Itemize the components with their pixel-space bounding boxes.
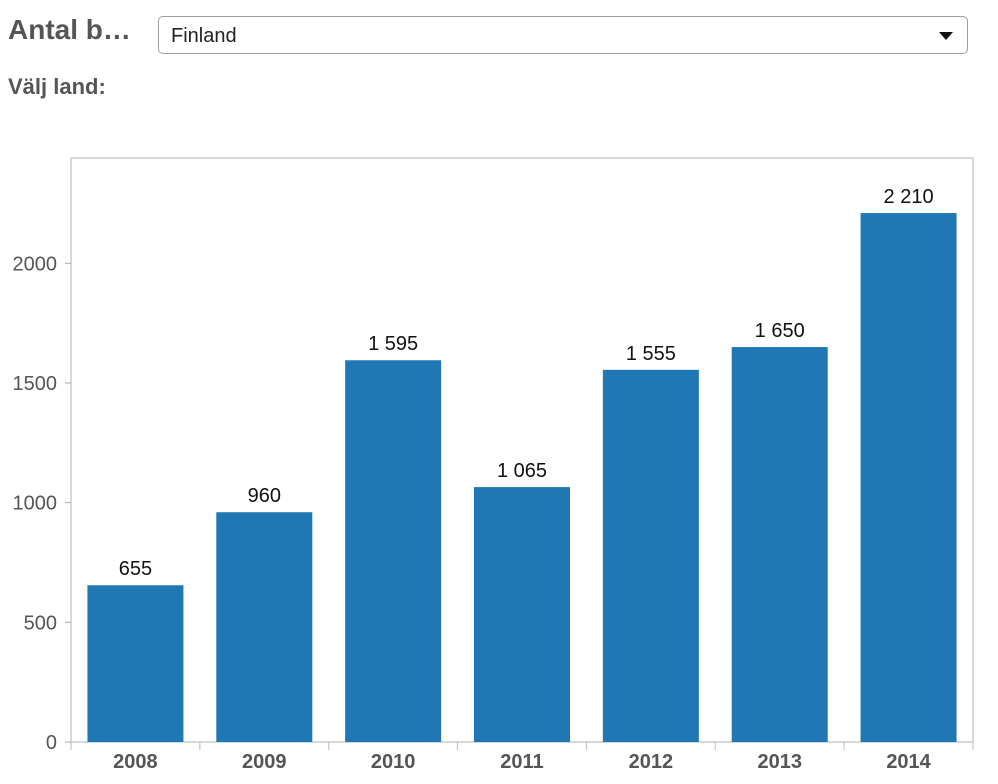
x-tick-label: 2009 — [242, 751, 287, 773]
x-tick-label: 2008 — [113, 751, 158, 773]
bar[interactable] — [345, 360, 442, 742]
x-tick-label: 2014 — [886, 751, 931, 773]
x-tick-label: 2012 — [629, 751, 674, 773]
bar[interactable] — [602, 369, 699, 742]
bar-value-label: 655 — [119, 558, 152, 580]
bar[interactable] — [87, 585, 184, 742]
country-dropdown[interactable]: Finland — [158, 16, 968, 54]
bar-value-label: 1 065 — [497, 460, 547, 482]
caret-down-icon[interactable] — [939, 32, 953, 40]
bar[interactable] — [731, 347, 828, 742]
x-tick-label: 2013 — [757, 751, 802, 773]
bar-value-label: 960 — [248, 485, 281, 507]
y-tick-label: 1000 — [13, 493, 58, 515]
bar[interactable] — [474, 487, 570, 742]
bar-value-label: 1 650 — [755, 320, 805, 342]
country-selector-label: Välj land: — [8, 74, 106, 99]
bar[interactable] — [216, 512, 313, 742]
y-tick-label: 0 — [46, 732, 57, 754]
x-tick-label: 2010 — [371, 751, 416, 773]
x-tick-label: 2011 — [500, 751, 543, 773]
y-tick-label: 2000 — [13, 253, 58, 275]
country-dropdown-value: Finland — [171, 25, 237, 47]
y-tick-label: 500 — [24, 612, 57, 634]
bar[interactable] — [860, 213, 957, 742]
chart-title: Antal b… — [8, 14, 131, 45]
bar-value-label: 1 595 — [368, 333, 418, 355]
y-tick-label: 1500 — [13, 373, 58, 395]
bar-value-label: 1 555 — [626, 343, 676, 365]
bar-value-label: 2 210 — [884, 186, 934, 208]
